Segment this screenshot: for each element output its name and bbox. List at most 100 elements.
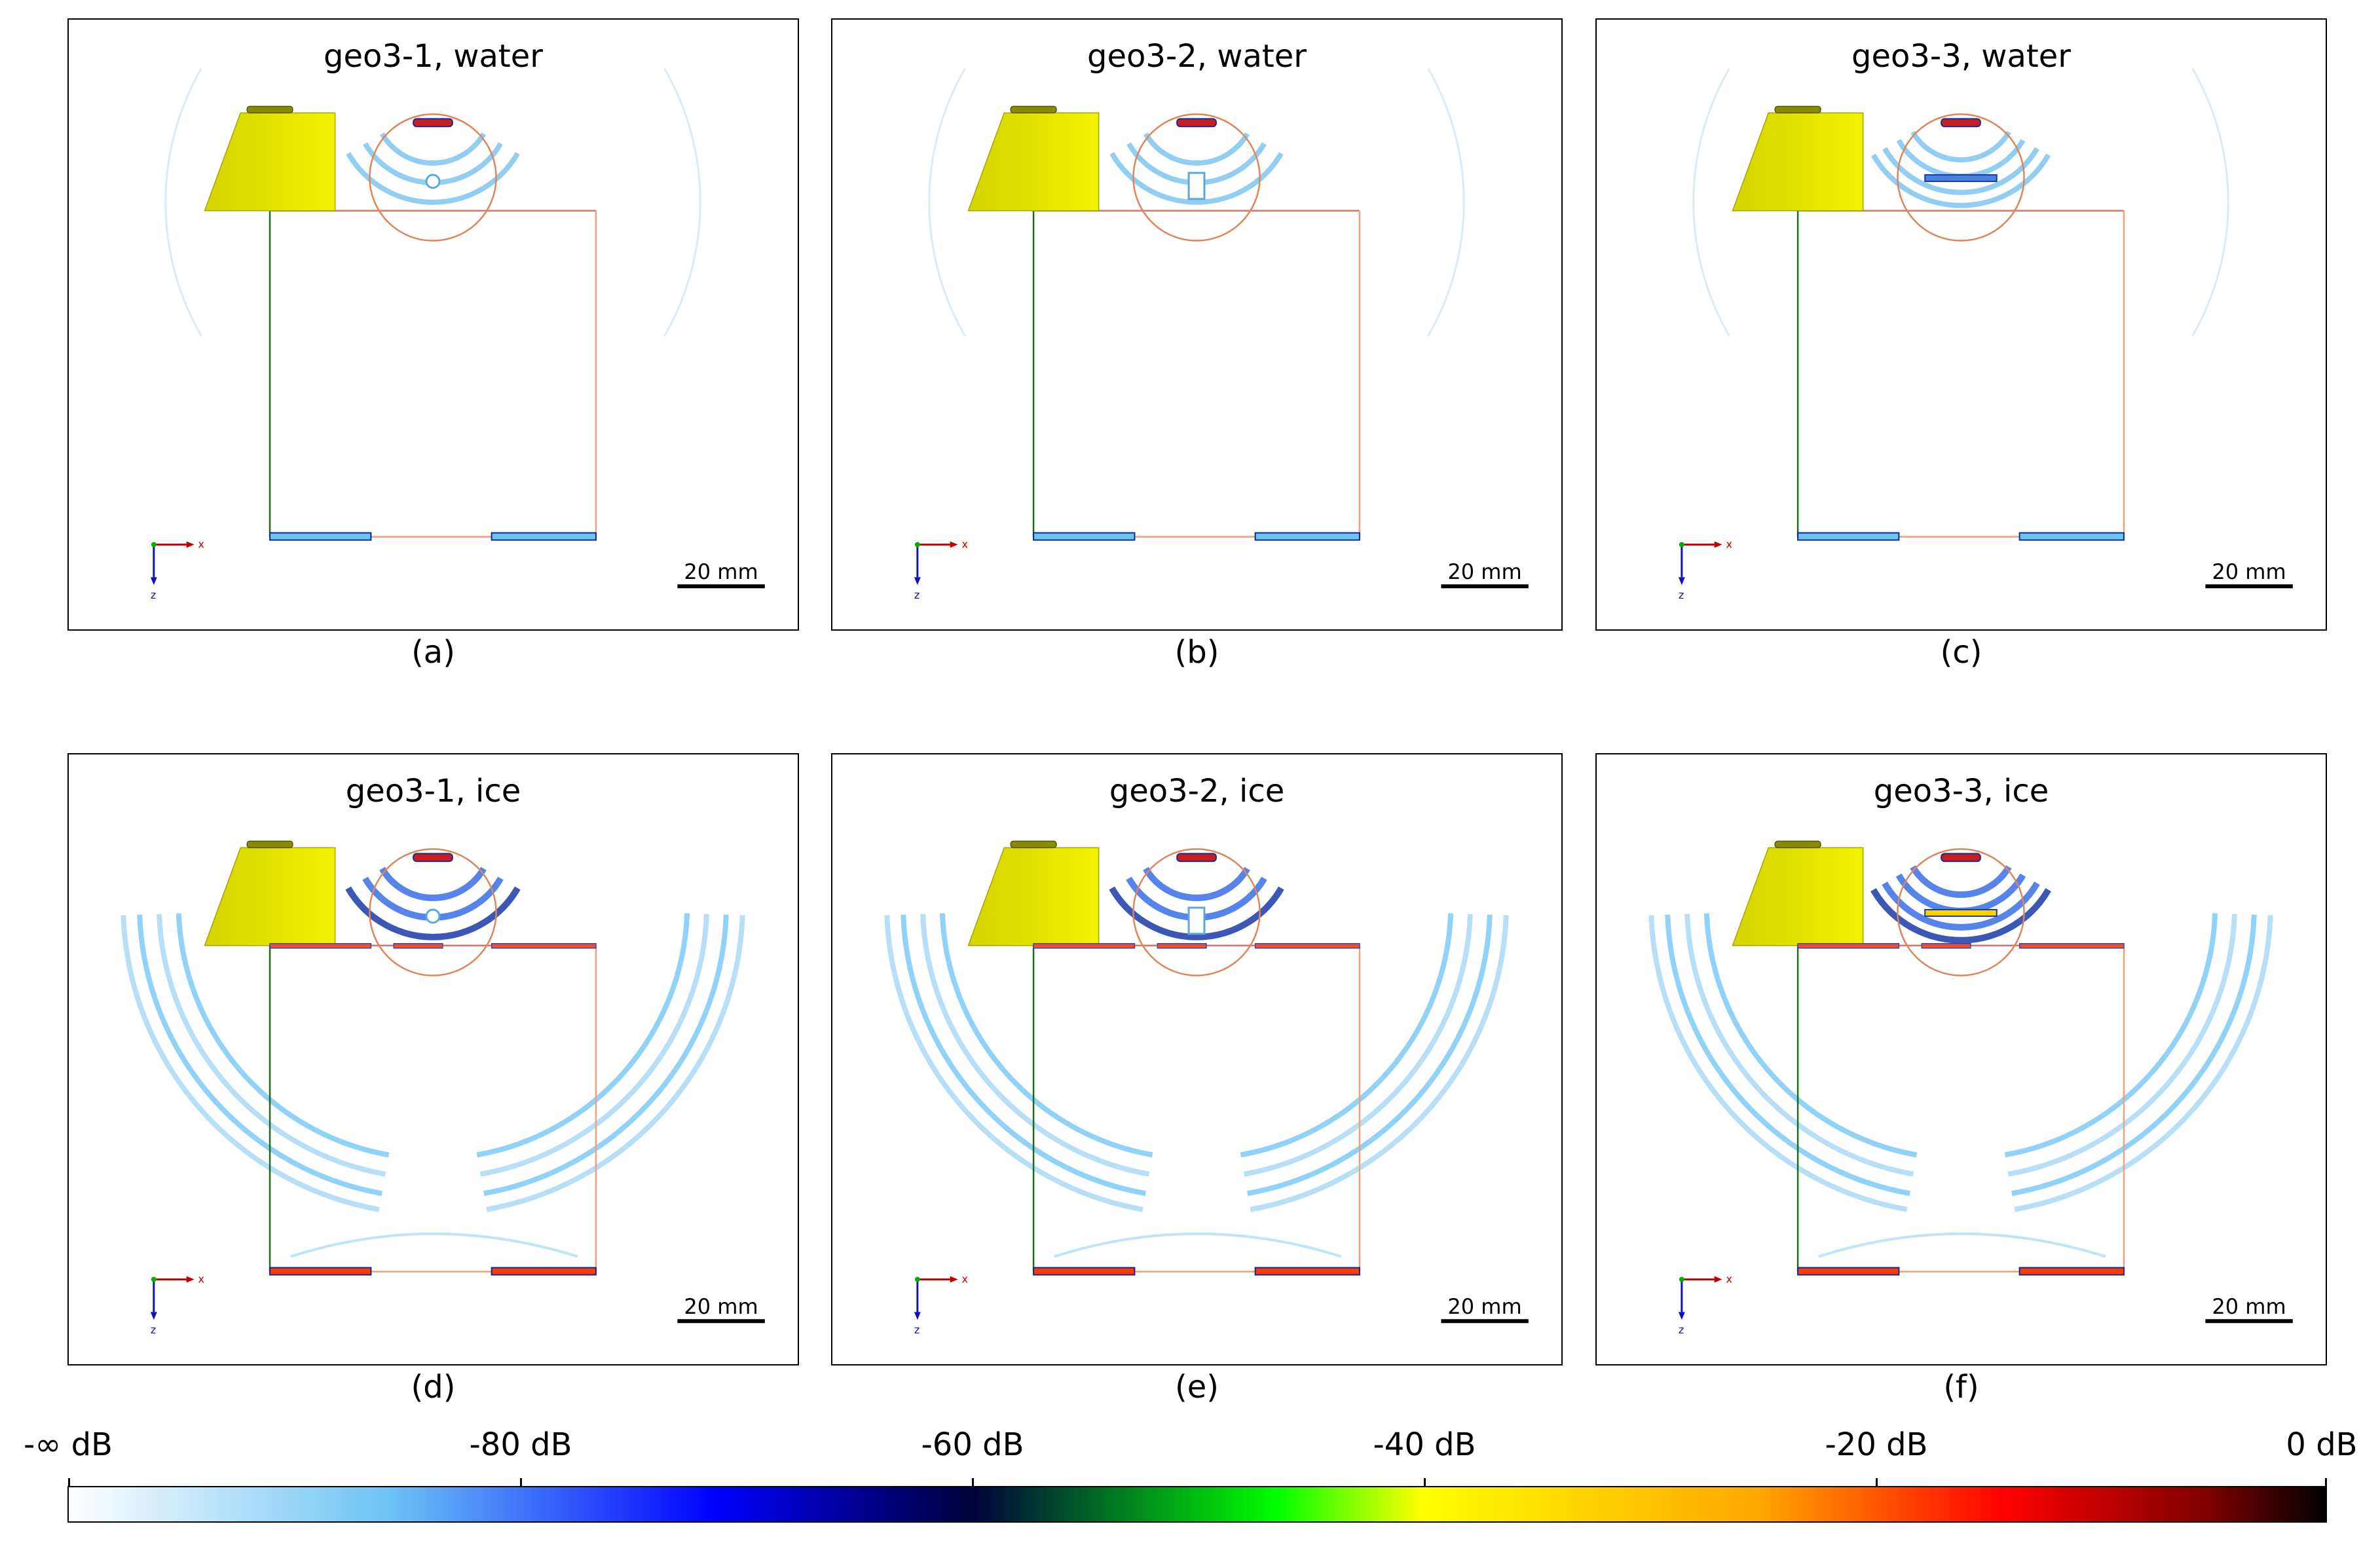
- wave-front-arc: [1247, 914, 1493, 1197]
- scale-bar-label: 20 mm: [684, 559, 758, 584]
- scale-bar-label: 20 mm: [2212, 1294, 2286, 1319]
- faint-wave-arc: [164, 67, 202, 337]
- void-defect: [425, 908, 441, 924]
- z-axis-label: z: [914, 589, 920, 601]
- focal-spot: [413, 118, 453, 128]
- receiver-plate: [269, 1267, 372, 1276]
- scale-bar-label: 20 mm: [2212, 559, 2286, 584]
- wave-front-arc: [137, 914, 382, 1197]
- wave-field-diagram: xz: [150, 67, 765, 601]
- scale-bar-label: 20 mm: [1447, 559, 1522, 584]
- surface-reflection: [491, 943, 597, 949]
- circular-inclusion: [369, 848, 497, 976]
- scale-bar-label: 20 mm: [1447, 1294, 1522, 1319]
- inclusion-wave-arc: [1109, 152, 1284, 205]
- axis-origin: [914, 542, 920, 548]
- surface-reflection: [393, 943, 443, 949]
- faint-wave-arc: [928, 67, 966, 337]
- receiver-plate: [1033, 532, 1136, 541]
- focal-spot: [413, 853, 453, 863]
- colorbar-tick: [520, 1478, 522, 1487]
- colorbar-tick-label: -60 dB: [921, 1426, 1024, 1463]
- axis-origin: [151, 542, 157, 548]
- slot-defect: [1187, 906, 1206, 935]
- layer-defect: [1924, 908, 1998, 917]
- transducer-cap: [1010, 840, 1057, 849]
- transducer-wedge: [967, 847, 1100, 946]
- focal-spot: [1176, 853, 1217, 863]
- wave-field-diagram: xz: [914, 67, 1529, 601]
- z-axis-arrowhead: [1678, 1312, 1685, 1320]
- wave-front-arc: [2007, 914, 2237, 1177]
- colorbar-tick: [2325, 1478, 2327, 1487]
- transducer-wedge: [967, 112, 1100, 212]
- inclusion-wave-arc: [1882, 882, 2040, 931]
- receiver-plate: [1797, 532, 1900, 541]
- inclusion-wave-arc: [346, 152, 520, 205]
- panel-label: (c): [1940, 634, 1982, 671]
- x-axis-arrowhead: [1714, 541, 1722, 548]
- panel-label: (e): [1175, 1369, 1219, 1405]
- colorbar-tick-label: -∞ dB: [24, 1426, 113, 1463]
- layer-defect: [1924, 174, 1998, 182]
- x-axis-arrowhead: [950, 541, 958, 548]
- x-axis-label: x: [198, 1273, 204, 1286]
- receiver-plate: [269, 532, 372, 541]
- slot-defect: [1187, 172, 1206, 200]
- wave-front-arc: [483, 914, 729, 1197]
- inclusion-wave-arc: [1143, 132, 1250, 166]
- panel-title: geo3-1, ice: [345, 773, 521, 809]
- focal-spot: [1941, 853, 1981, 863]
- inclusion-wave-arc: [1870, 153, 2051, 208]
- colorbar-tick: [972, 1478, 974, 1487]
- transducer-wedge: [1732, 112, 1864, 212]
- x-axis-arrowhead: [950, 1276, 958, 1283]
- wave-front-arc: [176, 913, 390, 1158]
- inclusion-wave-arc: [1143, 866, 1250, 901]
- transducer-cap: [1774, 105, 1821, 114]
- void-defect: [425, 174, 441, 189]
- scattered-wave: [290, 1232, 578, 1258]
- transducer-cap: [246, 840, 293, 849]
- wave-front-arc: [1684, 914, 1914, 1177]
- wave-front-arc: [920, 914, 1150, 1177]
- z-axis-label: z: [1679, 589, 1684, 601]
- z-axis-arrowhead: [150, 577, 157, 585]
- faint-wave-arc: [1427, 67, 1465, 337]
- receiver-plate: [1254, 532, 1360, 541]
- scattered-wave: [1054, 1232, 1342, 1258]
- inclusion-wave-arc: [1882, 147, 2039, 195]
- z-axis-label: z: [151, 589, 156, 601]
- colorbar-tick-label: 0 dB: [2286, 1426, 2358, 1463]
- inclusion-wave-arc: [379, 866, 487, 901]
- transducer-wedge: [204, 112, 336, 212]
- panel-title: geo3-3, water: [1851, 38, 2072, 75]
- wave-field-diagram: xz: [121, 840, 765, 1336]
- axis-origin: [1679, 542, 1684, 548]
- panel-title: geo3-3, ice: [1873, 773, 2049, 809]
- wave-front-arc: [476, 913, 690, 1158]
- panel-title: geo3-1, water: [323, 38, 544, 75]
- inclusion-wave-arc: [1109, 886, 1284, 940]
- scattered-wave: [1818, 1232, 2106, 1258]
- colorbar: [67, 1486, 2327, 1523]
- faint-wave-arc: [2191, 67, 2229, 337]
- circular-inclusion: [369, 113, 497, 242]
- receiver-plate: [2018, 1267, 2125, 1276]
- z-axis-arrowhead: [914, 1312, 921, 1320]
- circular-inclusion: [1132, 113, 1261, 242]
- receiver-plate: [1797, 1267, 1900, 1276]
- focal-spot: [1941, 118, 1981, 128]
- faint-wave-arc: [663, 67, 701, 337]
- surface-reflection: [1033, 943, 1136, 949]
- surface-reflection: [1797, 943, 1900, 949]
- circular-inclusion: [1897, 113, 2025, 242]
- wave-front-arc: [1665, 914, 1910, 1197]
- panel-label: (f): [1943, 1369, 1979, 1405]
- wave-front-arc: [2004, 913, 2218, 1158]
- x-axis-arrowhead: [186, 541, 195, 548]
- colorbar-tick-label: -80 dB: [469, 1426, 572, 1463]
